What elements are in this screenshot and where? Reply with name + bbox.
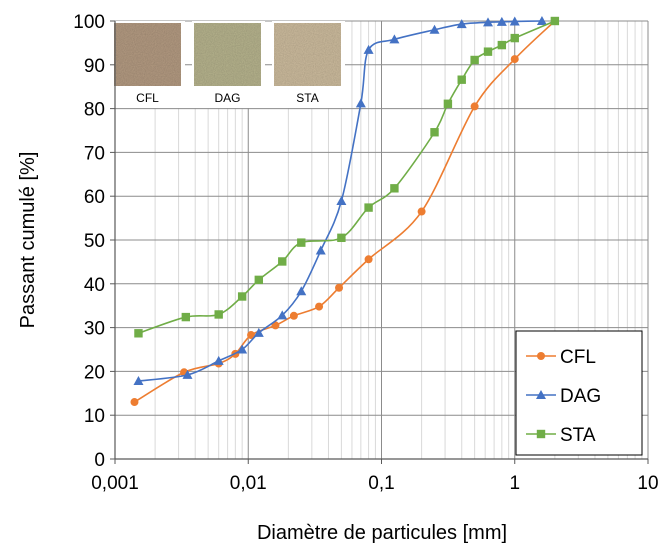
series-sta-point: [550, 16, 560, 26]
series-sta-point: [483, 47, 493, 56]
y-tick-label: 10: [84, 406, 105, 427]
series-sta-point: [390, 184, 399, 193]
series-dag-point: [182, 369, 193, 379]
data-series: [130, 16, 560, 407]
photo-swatch: [194, 23, 261, 86]
x-tick-label: 0,001: [91, 473, 139, 494]
series-sta-point: [430, 128, 439, 137]
series-cfl-point: [510, 55, 519, 64]
series-cfl-point: [364, 255, 373, 264]
y-tick-label: 90: [84, 56, 105, 77]
y-tick-label: 70: [84, 143, 105, 164]
y-tick-label: 0: [94, 450, 105, 471]
series-cfl-point: [271, 321, 280, 330]
photo-label: STA: [296, 91, 318, 105]
series-cfl-point: [417, 207, 426, 216]
series-dag-point: [336, 196, 347, 206]
legend-marker: [536, 429, 546, 439]
series-sta-point: [237, 292, 247, 301]
legend-label: DAG: [560, 386, 601, 407]
series-sta-point: [443, 99, 453, 108]
y-axis-title: Passant cumulé [%]: [17, 152, 39, 329]
y-tick-label: 60: [84, 187, 105, 208]
y-tick-label: 50: [84, 231, 105, 252]
y-tick-label: 20: [84, 362, 105, 383]
x-tick-label: 0,1: [368, 473, 394, 494]
inset-photo-dag: DAG: [192, 21, 265, 108]
legend-label: STA: [560, 425, 596, 446]
series-sta-point: [364, 203, 373, 212]
series-sta-point: [457, 75, 466, 84]
legend-item-sta: STA: [526, 425, 596, 446]
series-dag: [133, 16, 547, 386]
series-sta-point: [181, 312, 191, 322]
photo-swatch: [274, 23, 341, 86]
x-axis-title: Diamètre de particules [mm]: [257, 522, 507, 544]
photo-label: DAG: [214, 91, 240, 105]
series-dag-point: [363, 44, 374, 54]
series-sta-point: [214, 310, 223, 319]
series-sta-point: [497, 40, 507, 50]
inset-photos: CFL DAG STA: [112, 21, 345, 108]
series-dag-point: [355, 98, 366, 108]
series-cfl-point: [470, 102, 479, 111]
series-dag-point: [237, 344, 248, 354]
inset-photo-sta: STA: [272, 21, 345, 108]
series-sta-point: [510, 33, 519, 43]
legend-item-dag: DAG: [526, 386, 601, 407]
legend-marker: [537, 352, 545, 360]
legend-label: CFL: [560, 347, 596, 368]
series-dag-point: [133, 376, 144, 386]
photo-swatch: [114, 23, 181, 86]
series-dag-point: [483, 17, 494, 27]
series-dag-point: [213, 355, 224, 365]
series-cfl-point: [130, 398, 139, 407]
series-dag-point: [496, 16, 507, 26]
series-sta-point: [254, 275, 264, 285]
y-tick-label: 100: [73, 12, 105, 33]
series-cfl-point: [289, 311, 298, 320]
inset-photo-cfl: CFL: [112, 21, 185, 108]
series-cfl-point: [315, 302, 324, 311]
series-dag-point: [253, 327, 264, 337]
y-tick-label: 80: [84, 100, 105, 121]
x-tick-label: 1: [509, 473, 520, 494]
series-sta-point: [470, 55, 479, 65]
series-dag-point: [509, 16, 520, 26]
series-sta-point: [337, 233, 346, 243]
series-dag-point: [389, 34, 400, 44]
series-dag-point: [536, 16, 547, 25]
y-tick-label: 40: [84, 275, 105, 296]
series-dag-point: [277, 310, 288, 320]
legend: CFL DAG STA: [515, 330, 643, 456]
axes: [110, 20, 649, 464]
series-sta-point: [297, 238, 306, 247]
series-dag-point: [296, 286, 307, 296]
series-cfl-point: [247, 331, 256, 340]
x-tick-label: 0,01: [230, 473, 267, 494]
series-cfl-point: [335, 283, 344, 292]
series-dag-point: [315, 245, 326, 255]
series-dag-point: [456, 19, 467, 29]
legend-item-cfl: CFL: [526, 347, 596, 368]
photo-label: CFL: [136, 91, 159, 105]
legend-marker: [536, 390, 546, 399]
x-tick-label: 10: [637, 473, 658, 494]
y-tick-label: 30: [84, 319, 105, 340]
series-sta-point: [278, 257, 287, 266]
series-dag-point: [429, 24, 440, 34]
series-sta-point: [134, 329, 143, 338]
series-sta: [134, 16, 560, 338]
